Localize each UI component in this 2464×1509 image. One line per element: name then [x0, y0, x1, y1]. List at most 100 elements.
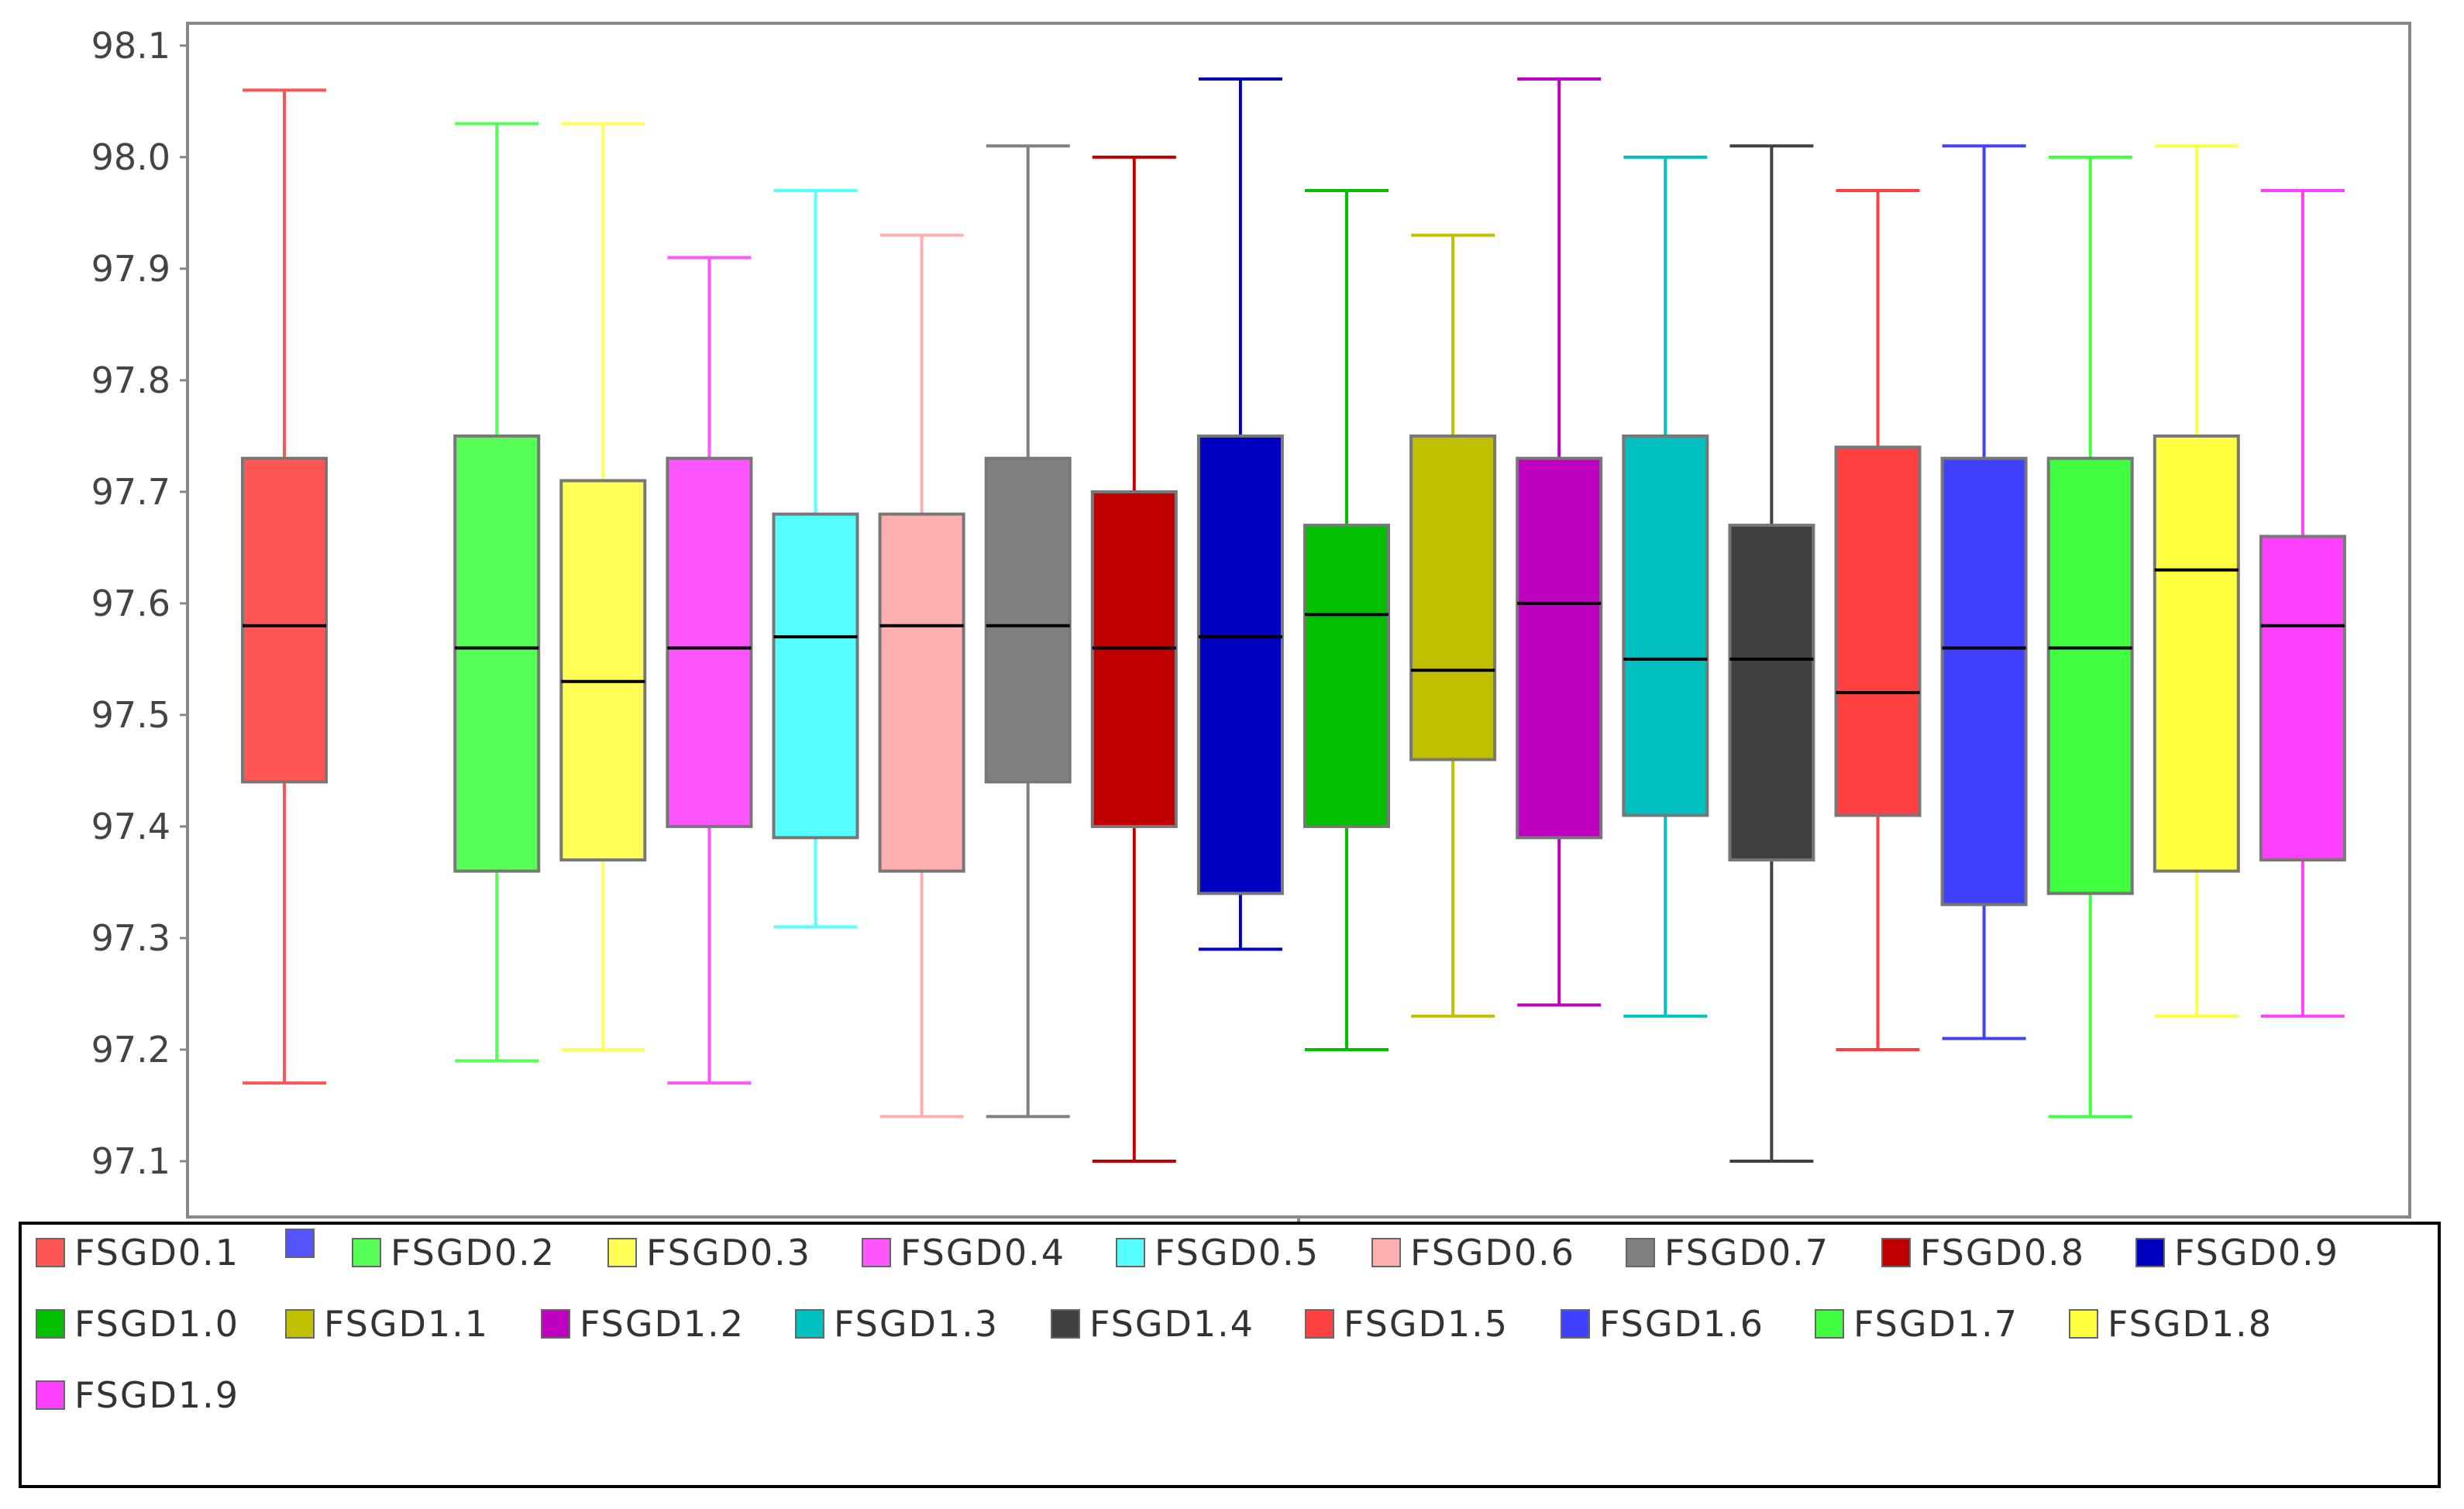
legend-swatch: [36, 1238, 65, 1267]
legend-swatch: [1815, 1309, 1844, 1339]
legend-swatch: [36, 1309, 65, 1339]
legend-swatch: [1051, 1309, 1080, 1339]
legend-swatch: [2069, 1309, 2098, 1339]
y-tick-label: 97.2: [91, 1029, 170, 1071]
box-FSGD0.6: [878, 233, 965, 1119]
legend-swatch: [1371, 1238, 1401, 1267]
iqr-box: [1196, 434, 1284, 895]
legend-label: FSGD0.3: [646, 1232, 812, 1274]
legend-item: FSGD1.5: [1305, 1301, 1509, 1347]
iqr-box: [2259, 535, 2346, 862]
legend-item: FSGD1.7: [1815, 1301, 2018, 1347]
iqr-box: [453, 434, 541, 873]
iqr-box: [772, 512, 859, 840]
legend-label: FSGD0.8: [1920, 1232, 2086, 1274]
box-FSGD1.4: [1728, 144, 1815, 1163]
y-tick-label: 98.1: [91, 25, 170, 67]
legend-label: FSGD1.2: [580, 1303, 745, 1345]
y-tick-label: 97.6: [91, 583, 170, 624]
y-tick-label: 97.4: [91, 806, 170, 847]
legend-label: FSGD1.1: [324, 1303, 490, 1345]
legend-label: FSGD1.0: [74, 1303, 240, 1345]
legend-item: FSGD1.6: [1561, 1301, 1764, 1347]
legend-label: FSGD1.3: [834, 1303, 1000, 1345]
iqr-box: [878, 512, 965, 873]
iqr-box: [1516, 456, 1603, 840]
box-FSGD0.4: [666, 256, 753, 1085]
iqr-box: [1728, 524, 1815, 862]
box-FSGD1.8: [2153, 144, 2240, 1018]
box-FSGD1.6: [1940, 144, 2028, 1040]
legend-swatch: [1881, 1238, 1911, 1267]
legend-label: FSGD0.5: [1155, 1232, 1320, 1274]
box-FSGD0.8: [1090, 155, 1178, 1163]
legend-swatch: [1305, 1309, 1334, 1339]
legend-item: FSGD0.8: [1881, 1229, 2085, 1276]
iqr-box: [1090, 490, 1178, 828]
box-FSGD1.0: [1303, 189, 1390, 1051]
box-FSGD0.9: [1196, 77, 1284, 951]
legend-swatch: [862, 1238, 891, 1267]
box-FSGD0.2: [453, 122, 541, 1063]
legend-item: FSGD1.4: [1051, 1301, 1254, 1347]
legend-swatch: [352, 1238, 381, 1267]
legend-label: FSGD0.1: [74, 1232, 240, 1274]
legend-item: FSGD1.8: [2069, 1301, 2273, 1347]
legend-item: FSGD0.9: [2135, 1229, 2339, 1276]
iqr-box: [1940, 456, 2028, 906]
legend-label: FSGD0.4: [900, 1232, 1066, 1274]
legend-swatch: [795, 1309, 824, 1339]
iqr-box: [241, 456, 328, 784]
legend-item: FSGD1.2: [541, 1301, 745, 1347]
legend-label: FSGD1.8: [2108, 1303, 2273, 1345]
iqr-box: [984, 456, 1072, 784]
legend-label: FSGD0.9: [2174, 1232, 2340, 1274]
legend-item: FSGD1.1: [285, 1301, 489, 1347]
box-FSGD1.7: [2046, 155, 2134, 1119]
legend-swatch: [607, 1238, 637, 1267]
legend-label: FSGD1.6: [1599, 1303, 1765, 1345]
y-tick-label: 97.3: [91, 917, 170, 959]
legend-swatch: [541, 1309, 570, 1339]
y-axis-ticks: 97.1 97.2 97.3 97.4 97.5 97.6 97.7 97.8 97.9 98.0…: [91, 25, 188, 1182]
y-tick-label: 97.9: [91, 248, 170, 290]
box-FSGD0.1: [241, 88, 328, 1085]
y-tick-label: 97.5: [91, 694, 170, 736]
iqr-box: [2153, 434, 2240, 873]
legend-item: FSGD1.0: [36, 1301, 239, 1347]
legend-label: FSGD1.4: [1089, 1303, 1255, 1345]
y-tick-label: 97.7: [91, 471, 170, 513]
legend-label: FSGD0.7: [1664, 1232, 1830, 1274]
y-tick-label: 97.1: [91, 1140, 170, 1182]
legend-item: FSGD0.7: [1626, 1229, 1829, 1276]
y-tick-label: 98.0: [91, 136, 170, 178]
iqr-box: [666, 456, 753, 828]
iqr-box: [559, 479, 647, 862]
legend-item: FSGD1.3: [795, 1301, 999, 1347]
legend: FSGD0.1 FSGD0.2 FSGD0.3 FSGD0.4 FSGD0.5 FSGD0…: [19, 1222, 2441, 1488]
legend-item: FSGD0.5: [1116, 1229, 1320, 1276]
legend-swatch: [2135, 1238, 2165, 1267]
box-FSGD0.3: [559, 122, 647, 1051]
legend-swatch: [285, 1229, 315, 1258]
iqr-box: [1303, 524, 1390, 828]
iqr-box: [1409, 434, 1497, 761]
legend-item: FSGD0.4: [862, 1229, 1065, 1276]
iqr-box: [1622, 434, 1709, 817]
iqr-box: [2046, 456, 2134, 895]
plot-area-frame: [186, 22, 2411, 1219]
legend-swatch: [1116, 1238, 1145, 1267]
box-FSGD1.2: [1516, 77, 1603, 1007]
legend-swatch: [1626, 1238, 1655, 1267]
box-FSGD1.1: [1409, 233, 1497, 1018]
y-tick-label: 97.8: [91, 359, 170, 401]
legend-item: [285, 1220, 315, 1267]
legend-swatch: [285, 1309, 315, 1339]
legend-label: FSGD1.9: [74, 1374, 240, 1416]
legend-item: FSGD0.3: [607, 1229, 811, 1276]
box-FSGD0.7: [984, 144, 1072, 1119]
iqr-box: [1834, 445, 1922, 817]
boxes-group: [241, 77, 2346, 1163]
legend-label: FSGD1.5: [1344, 1303, 1509, 1345]
legend-item: FSGD0.2: [352, 1229, 556, 1276]
